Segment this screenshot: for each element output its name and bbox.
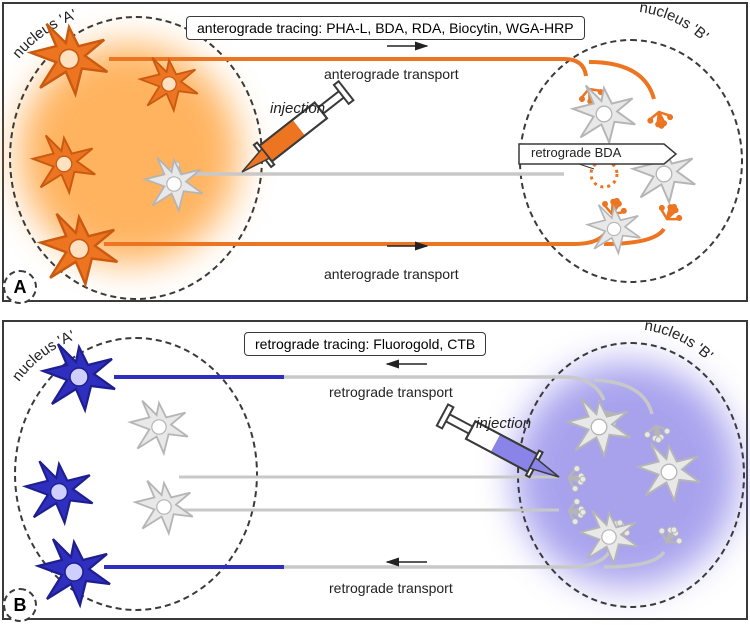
injection-label-b: injection [476, 415, 531, 432]
panel-b-svg: nucleus 'A' nucleus 'B' [4, 322, 750, 622]
transport-label-b1: retrograde transport [329, 384, 453, 400]
panel-b-letter: B [3, 588, 37, 622]
transport-label-a2: anterograde transport [324, 266, 459, 282]
panel-b-frame: nucleus 'A' nucleus 'B' [2, 320, 748, 620]
transport-label-b2: retrograde transport [329, 580, 453, 596]
svg-text:nucleus 'B': nucleus 'B' [638, 0, 711, 45]
injection-label-a: injection [270, 100, 325, 117]
nucleus-b-label-b: nucleus 'B' [643, 317, 716, 364]
nucleus-b-label: nucleus 'B' [638, 0, 711, 45]
tracer-box-b: retrograde tracing: Fluorogold, CTB [244, 332, 486, 356]
panel-a-frame: nucleus 'A' nucleus 'B' [2, 2, 748, 302]
transport-label-a1: anterograde transport [324, 66, 459, 82]
panel-a-letter: A [3, 270, 37, 304]
svg-text:nucleus 'B': nucleus 'B' [643, 317, 716, 364]
retrograde-bda-label: retrograde BDA [531, 145, 621, 160]
panel-a-svg: nucleus 'A' nucleus 'B' [4, 4, 750, 304]
tracer-box-a: anterograde tracing: PHA-L, BDA, RDA, Bi… [186, 16, 585, 40]
